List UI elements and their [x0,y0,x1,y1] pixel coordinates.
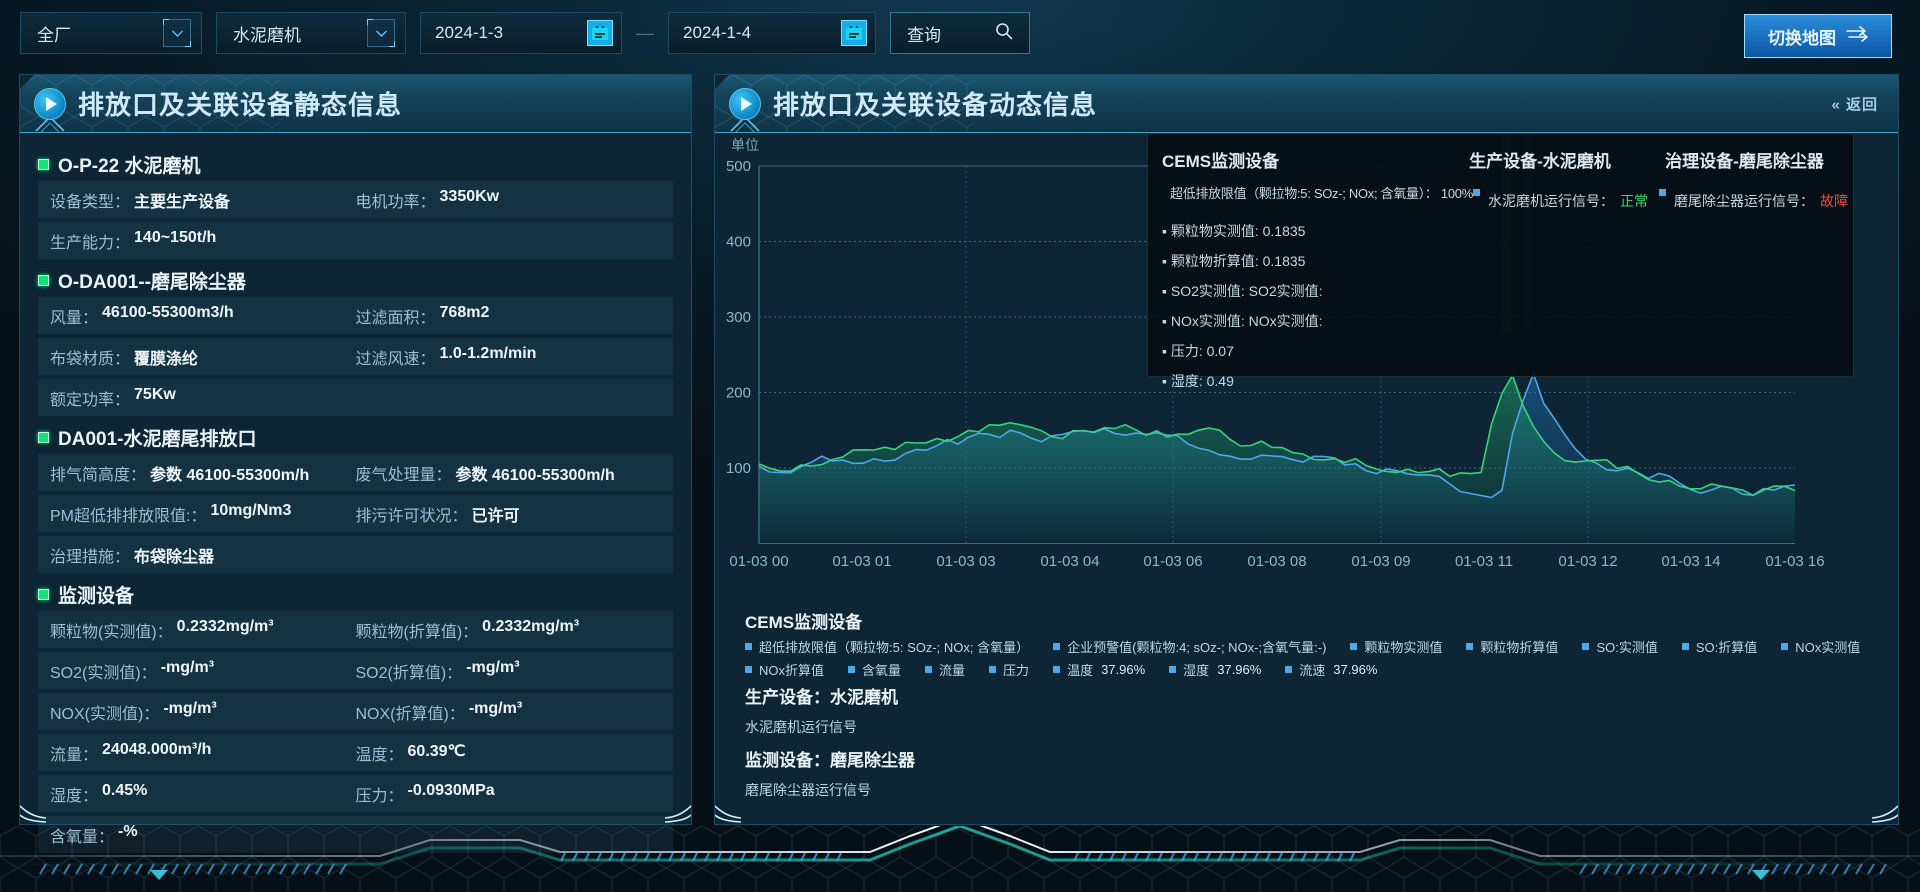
svg-text:500: 500 [726,158,751,175]
svg-text:01-03 04: 01-03 04 [1040,553,1099,569]
svg-text:01-03 06: 01-03 06 [1143,553,1202,569]
svg-text:300: 300 [726,309,751,326]
svg-text:01-03 00: 01-03 00 [729,553,788,569]
svg-text:01-03 14: 01-03 14 [1661,553,1720,569]
svg-text:01-03 09: 01-03 09 [1351,553,1410,569]
svg-text:01-03 03: 01-03 03 [936,553,995,569]
svg-text:01-03 12: 01-03 12 [1558,553,1617,569]
svg-text:100: 100 [726,460,751,477]
svg-text:01-03 16: 01-03 16 [1765,553,1824,569]
svg-text:01-03 08: 01-03 08 [1247,553,1306,569]
svg-text:400: 400 [726,234,751,251]
svg-text:01-03 11: 01-03 11 [1455,553,1513,569]
svg-text:200: 200 [726,385,751,402]
svg-text:01-03 01: 01-03 01 [832,553,891,569]
